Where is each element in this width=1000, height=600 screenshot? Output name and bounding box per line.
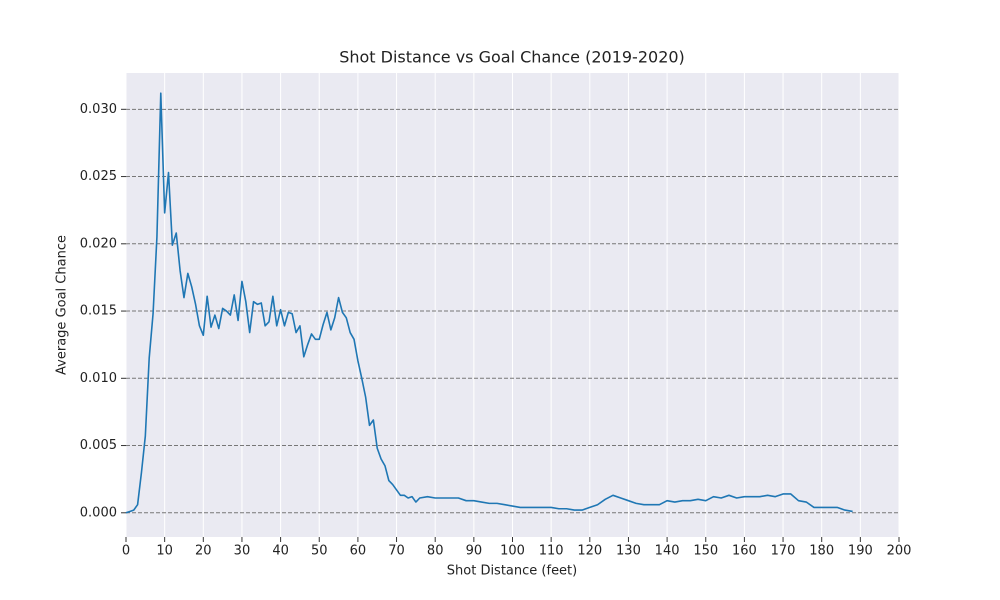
y-tick-label: 0.005	[80, 438, 117, 453]
y-tick-label: 0.015	[80, 304, 117, 319]
x-tick-label: 90	[466, 544, 483, 559]
line	[125, 92, 853, 514]
x-tick-label: 20	[195, 544, 212, 559]
chart-title: Shot Distance vs Goal Chance (2019-2020)	[339, 48, 685, 67]
y-axis-label: Average Goal Chance	[55, 235, 70, 375]
x-tick-label: 160	[732, 544, 757, 559]
x-tick-label: 0	[122, 544, 130, 559]
y-tick-label: 0.030	[80, 102, 117, 117]
y-tick-label: 0.020	[80, 236, 117, 251]
x-tick-label: 120	[577, 544, 602, 559]
x-tick-label: 200	[887, 544, 912, 559]
x-axis-label: Shot Distance (feet)	[447, 564, 577, 579]
y-tick-label: 0.000	[80, 505, 117, 520]
x-tick-label: 150	[693, 544, 718, 559]
x-tick-label: 140	[655, 544, 680, 559]
x-tick-label: 180	[809, 544, 834, 559]
x-tick-label: 50	[311, 544, 328, 559]
x-tick-label: 60	[350, 544, 367, 559]
y-tick-label: 0.010	[80, 371, 117, 386]
x-tick-label: 110	[539, 544, 564, 559]
x-tick-label: 170	[771, 544, 796, 559]
x-tick-label: 10	[156, 544, 173, 559]
y-tick-label: 0.025	[80, 169, 117, 184]
x-tick-label: 30	[234, 544, 251, 559]
x-tick-label: 80	[427, 544, 444, 559]
x-tick-label: 190	[848, 544, 873, 559]
x-tick-label: 40	[272, 544, 289, 559]
x-tick-label: 100	[500, 544, 525, 559]
x-tick-label: 130	[616, 544, 641, 559]
x-tick-label: 70	[388, 544, 405, 559]
